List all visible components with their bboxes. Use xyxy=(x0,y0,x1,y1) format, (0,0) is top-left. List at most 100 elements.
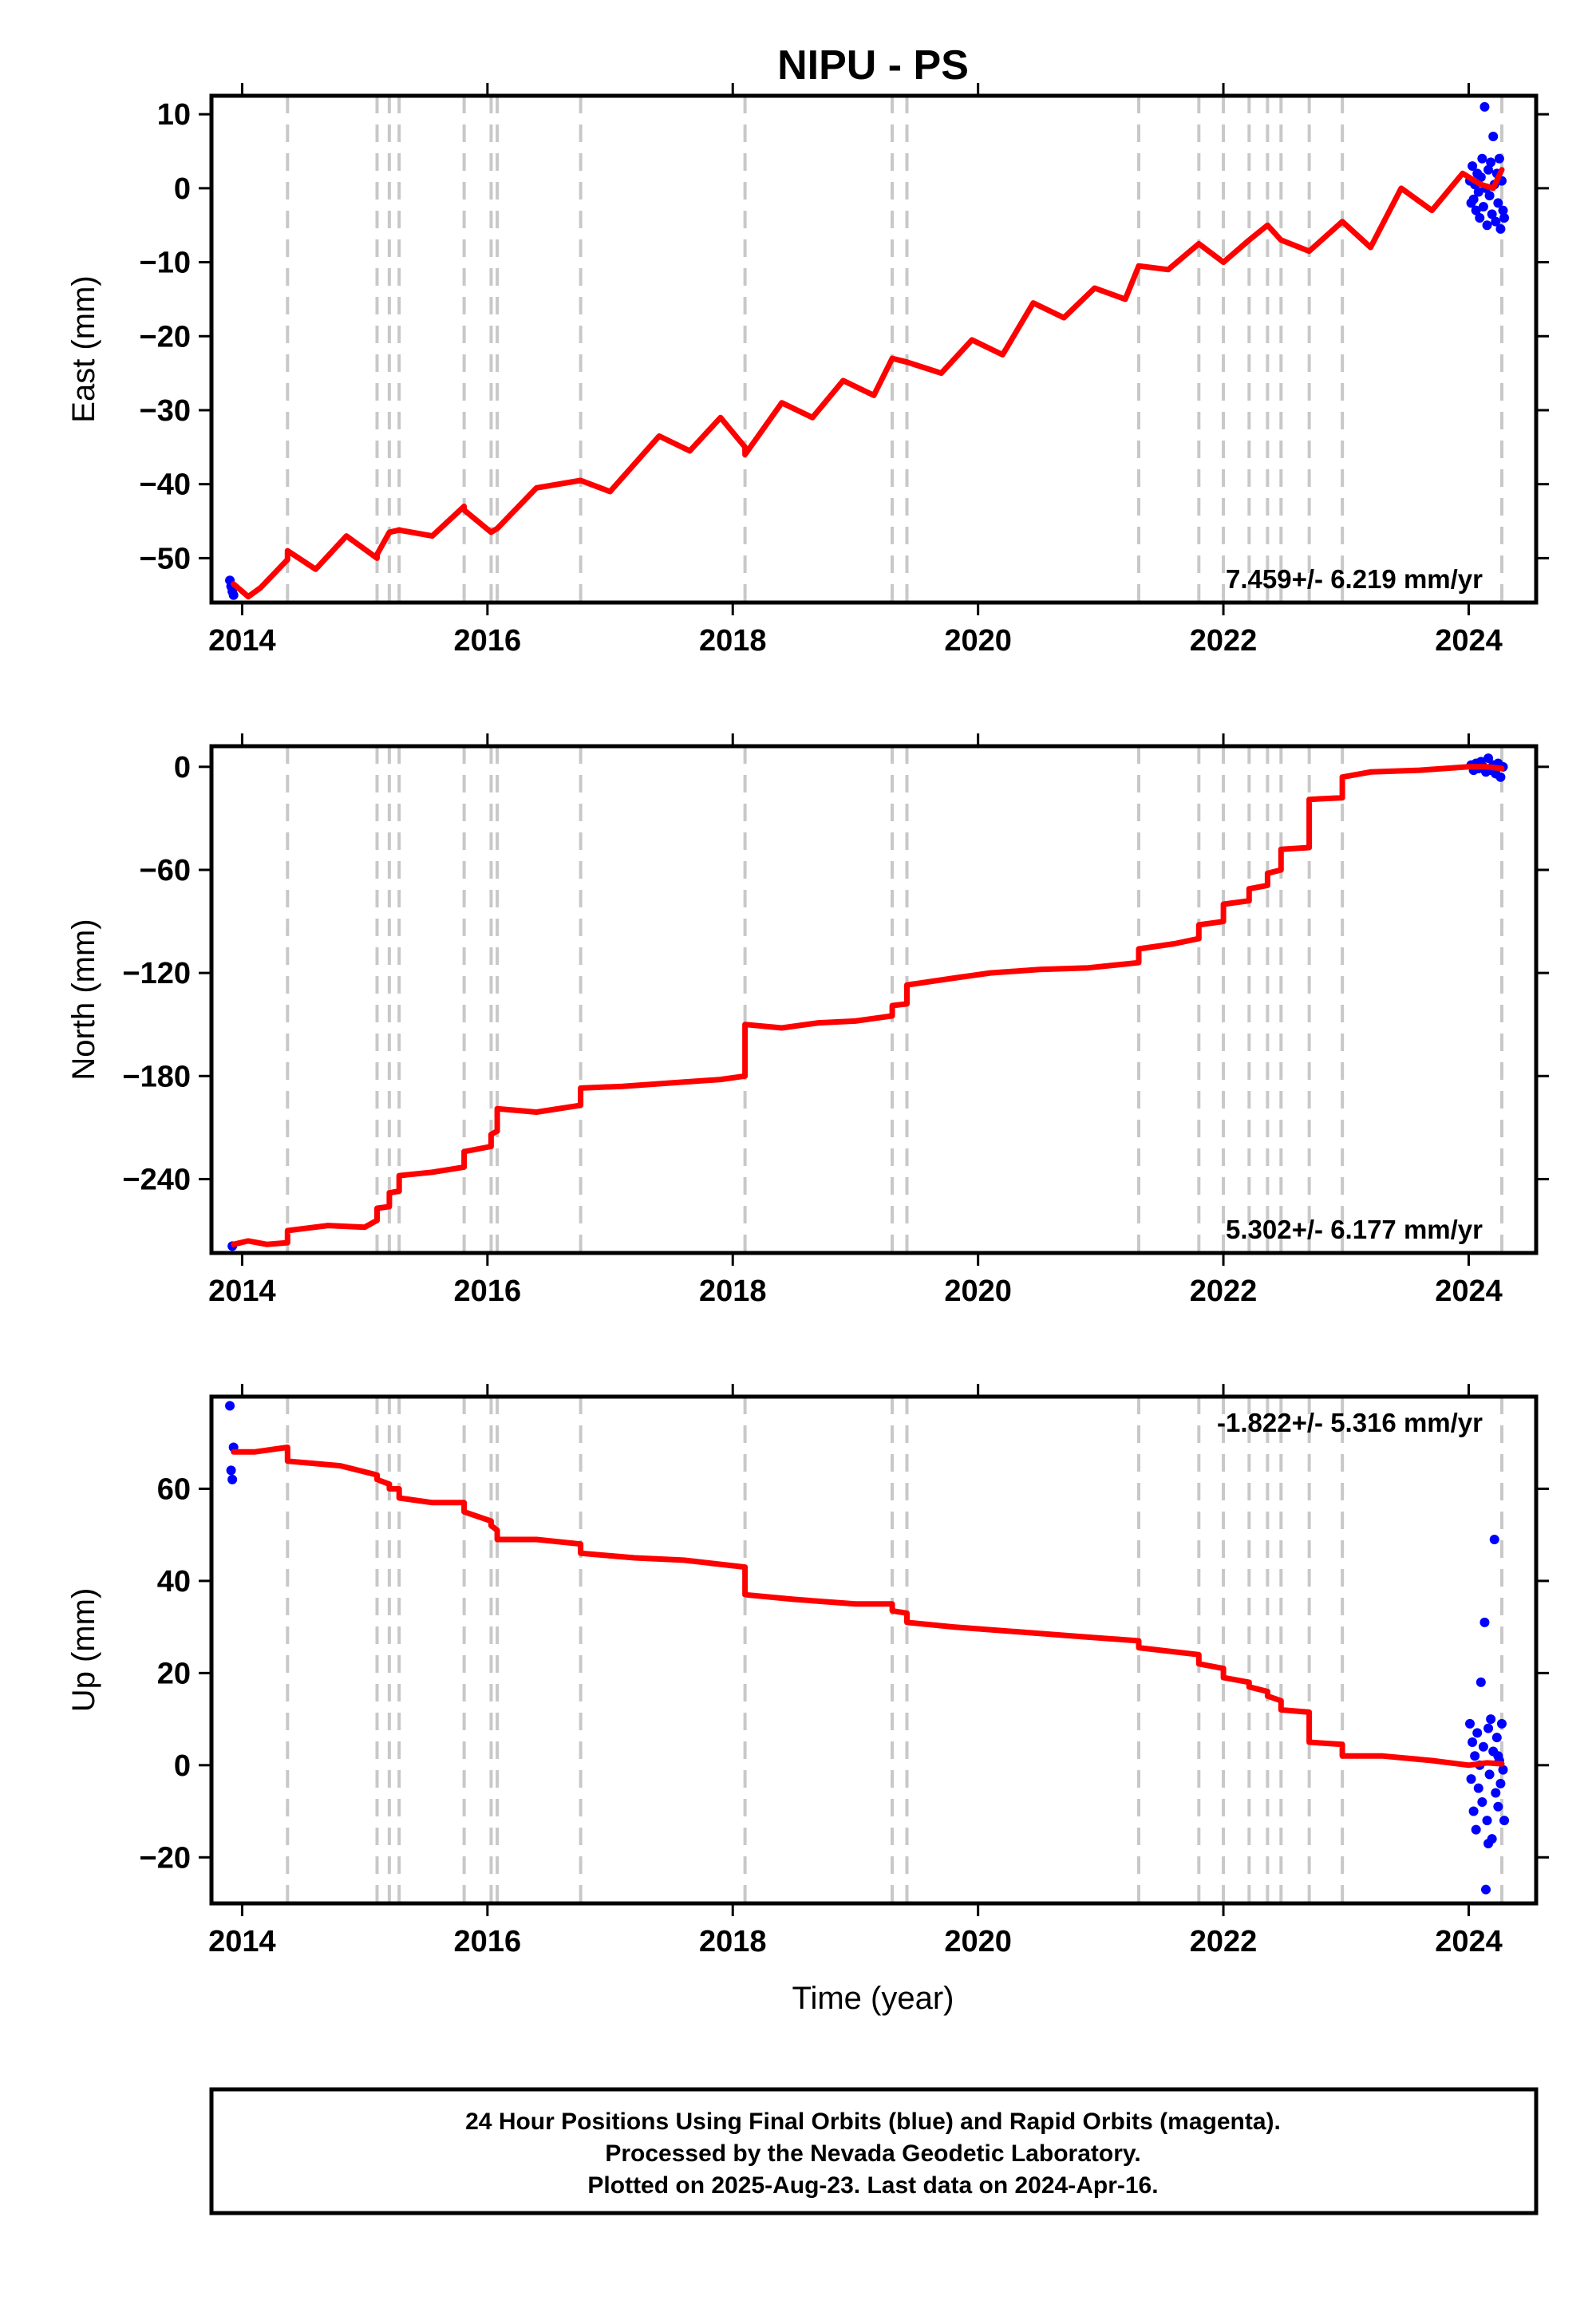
up-x-tick-label: 2014 xyxy=(208,1925,276,1958)
north-y-tick-label: −180 xyxy=(122,1060,191,1093)
east-data-point xyxy=(1495,223,1506,234)
north-x-tick-label: 2022 xyxy=(1190,1275,1258,1308)
up-x-tick-label: 2018 xyxy=(699,1925,767,1958)
up-y-tick-label: 20 xyxy=(157,1657,191,1690)
up-data-point xyxy=(1478,1741,1488,1752)
east-y-tick-label: −30 xyxy=(140,394,191,428)
east-data-point xyxy=(1488,131,1499,141)
north-rate-label: 5.302+/- 6.177 mm/yr xyxy=(1226,1215,1483,1244)
east-y-tick-label: −20 xyxy=(140,320,191,354)
up-data-point xyxy=(1484,1769,1495,1780)
north-panel: 2014 2016 2018 2020 2022 2024 −240 −180 −120 −60 0… xyxy=(66,733,1549,1308)
east-x-tick-label: 2016 xyxy=(454,624,522,658)
north-y-tick-label: −60 xyxy=(140,854,191,887)
up-data-point xyxy=(1468,1737,1478,1747)
up-data-point xyxy=(1491,1788,1501,1798)
north-model-line xyxy=(231,764,1505,1247)
up-x-tick-label: 2020 xyxy=(944,1925,1012,1958)
east-data-point xyxy=(1473,187,1483,197)
up-data-point xyxy=(1468,1806,1479,1816)
east-data-point xyxy=(228,590,239,600)
up-y-tick-label: 40 xyxy=(157,1565,191,1599)
north-y-tick-label: 0 xyxy=(174,751,191,785)
up-plot-area xyxy=(225,1397,1510,1903)
up-y-tick-label: 60 xyxy=(157,1472,191,1506)
east-data-point xyxy=(1486,157,1496,168)
up-data-point xyxy=(1482,1816,1492,1826)
x-axis-label: Time (year) xyxy=(792,1981,954,2016)
up-data-point xyxy=(1495,1778,1506,1788)
east-data-point xyxy=(1493,198,1503,208)
east-y-tick-label: −40 xyxy=(140,468,191,502)
east-data-point xyxy=(1483,164,1494,175)
footer-box: 24 Hour Positions Using Final Orbits (bl… xyxy=(209,2087,1539,2215)
east-rate-label: 7.459+/- 6.219 mm/yr xyxy=(1226,564,1483,594)
up-data-point xyxy=(225,1401,235,1411)
up-y-tick-label: 0 xyxy=(174,1749,191,1783)
up-y-tick-label: −20 xyxy=(140,1841,191,1875)
east-y-axis-label: East (mm) xyxy=(66,275,101,422)
up-data-point xyxy=(1483,1723,1494,1733)
north-x-tick-label: 2024 xyxy=(1435,1275,1503,1308)
up-data-point xyxy=(1496,1718,1507,1729)
east-data-point xyxy=(1484,191,1495,201)
east-panel: 2014 2016 2018 2020 2022 2024 −50 −40 −30 −20 −10 0… xyxy=(66,83,1549,658)
east-data-point xyxy=(1478,202,1488,212)
up-data-point xyxy=(1498,1765,1508,1775)
up-data-point xyxy=(1480,1884,1491,1895)
north-y-tick-label: −120 xyxy=(122,957,191,990)
east-data-point xyxy=(1477,153,1487,164)
up-data-point xyxy=(1493,1751,1503,1761)
up-data-point xyxy=(1477,1797,1487,1807)
up-x-tick-label: 2022 xyxy=(1190,1925,1258,1958)
up-frame xyxy=(209,1394,1539,1906)
east-plot-area xyxy=(225,96,1510,603)
up-rate-label: -1.822+/- 5.316 mm/yr xyxy=(1217,1408,1483,1437)
up-x-tick-label: 2016 xyxy=(454,1925,522,1958)
up-data-point xyxy=(1471,1824,1481,1835)
east-y-tick-label: −10 xyxy=(140,247,191,280)
north-x-tick-label: 2014 xyxy=(208,1275,276,1308)
east-data-point xyxy=(1482,220,1492,231)
east-model-line xyxy=(231,167,1505,600)
up-panel: 2014 2016 2018 2020 2022 2024 −20 0 20 40 60 Up (mm… xyxy=(66,1384,1549,1958)
up-data-point xyxy=(1483,1838,1494,1848)
east-data-point xyxy=(1468,194,1479,204)
east-data-point xyxy=(1475,212,1485,223)
north-x-tick-label: 2018 xyxy=(699,1275,767,1308)
north-data-point xyxy=(1483,753,1494,764)
east-data-point xyxy=(1468,161,1478,172)
north-plot-area xyxy=(227,746,1508,1253)
east-y-tick-label: 10 xyxy=(157,98,191,132)
up-data-point xyxy=(227,1474,238,1484)
east-data-point xyxy=(1476,172,1486,182)
footer-line-2: Processed by the Nevada Geodetic Laborat… xyxy=(605,2140,1140,2167)
up-data-point xyxy=(1472,1728,1483,1738)
up-y-axis-label: Up (mm) xyxy=(66,1588,101,1713)
up-data-point xyxy=(1466,1774,1476,1784)
footer-line-3: Plotted on 2025-Aug-23. Last data on 202… xyxy=(587,2172,1158,2199)
east-x-tick-label: 2014 xyxy=(208,624,276,658)
up-data-point xyxy=(1486,1714,1496,1725)
up-data-point xyxy=(1493,1801,1503,1812)
east-x-tick-label: 2024 xyxy=(1435,624,1503,658)
up-data-point xyxy=(1476,1677,1486,1687)
east-data-point xyxy=(1487,209,1497,219)
up-data-point xyxy=(1489,1534,1499,1544)
east-data-point xyxy=(1498,205,1508,215)
north-x-tick-label: 2016 xyxy=(454,1275,522,1308)
up-data-point xyxy=(1470,1751,1480,1761)
east-data-point xyxy=(1494,153,1504,164)
up-data-point xyxy=(1499,1816,1510,1826)
up-data-point xyxy=(226,1465,236,1476)
east-data-point xyxy=(1479,101,1490,112)
east-data-point xyxy=(1471,205,1481,215)
up-data-point xyxy=(1491,1733,1502,1743)
east-data-point xyxy=(1499,212,1510,223)
east-x-tick-label: 2020 xyxy=(944,624,1012,658)
north-y-tick-label: −240 xyxy=(122,1163,191,1196)
east-x-tick-label: 2022 xyxy=(1190,624,1258,658)
east-data-point xyxy=(1491,216,1501,227)
